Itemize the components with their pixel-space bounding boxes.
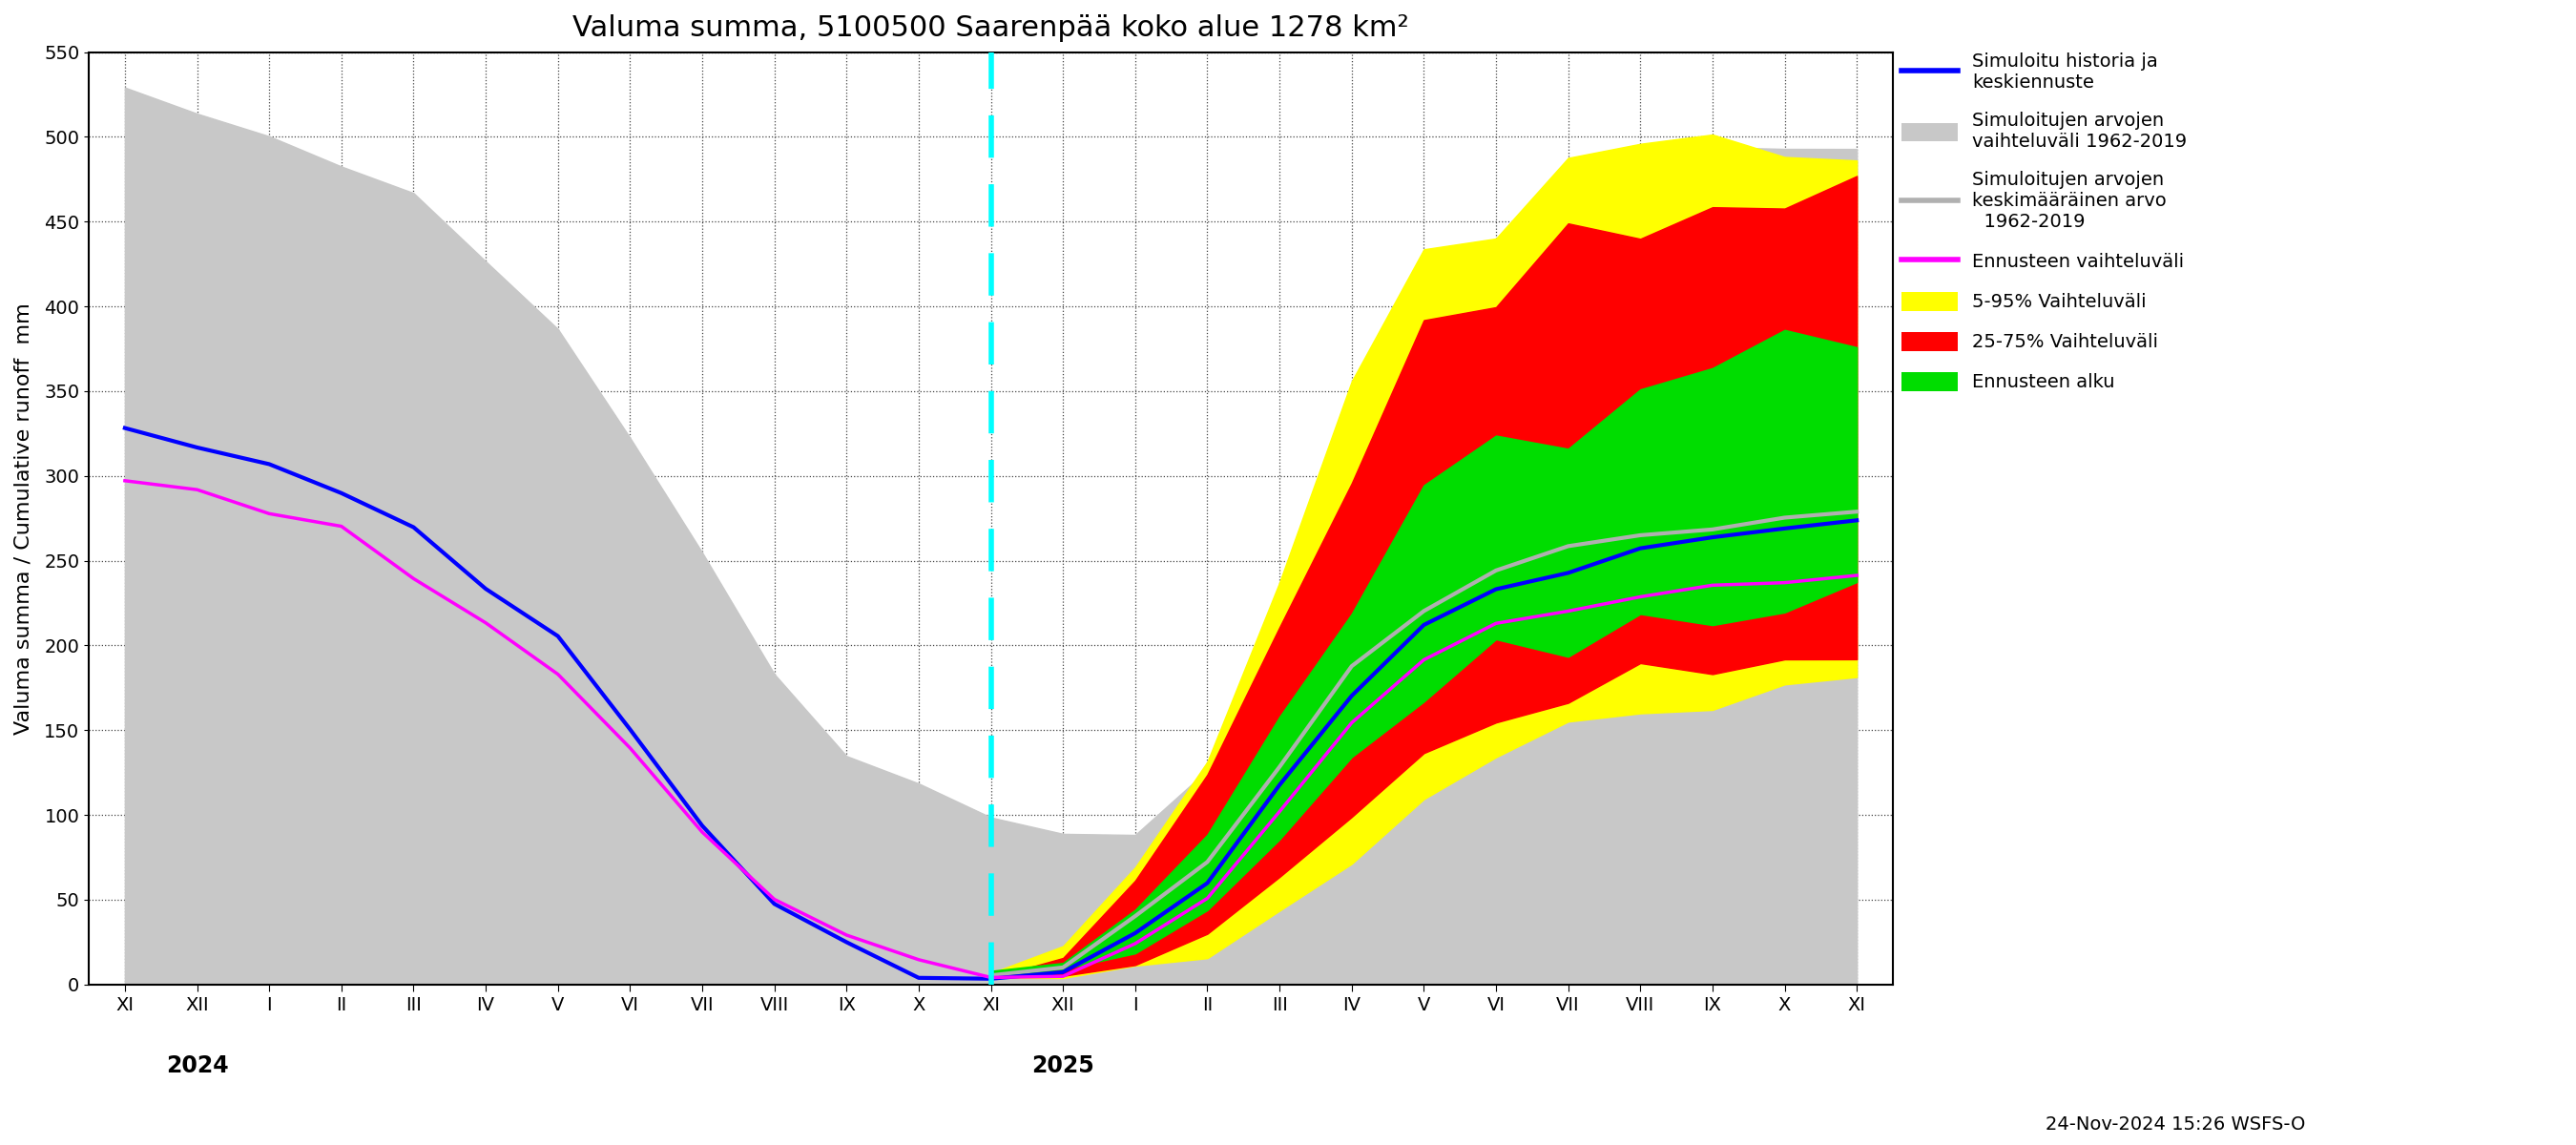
Text: 2024: 2024 [165,1055,229,1077]
Legend: Simuloitu historia ja
keskiennuste, Simuloitujen arvojen
vaihteluväli 1962-2019,: Simuloitu historia ja keskiennuste, Simu… [1901,53,2187,392]
Title: Valuma summa, 5100500 Saarenpää koko alue 1278 km²: Valuma summa, 5100500 Saarenpää koko alu… [572,14,1409,42]
Y-axis label: Valuma summa / Cumulative runoff  mm: Valuma summa / Cumulative runoff mm [15,302,33,734]
Text: 24-Nov-2024 15:26 WSFS-O: 24-Nov-2024 15:26 WSFS-O [2045,1115,2306,1134]
Text: 2025: 2025 [1030,1055,1095,1077]
